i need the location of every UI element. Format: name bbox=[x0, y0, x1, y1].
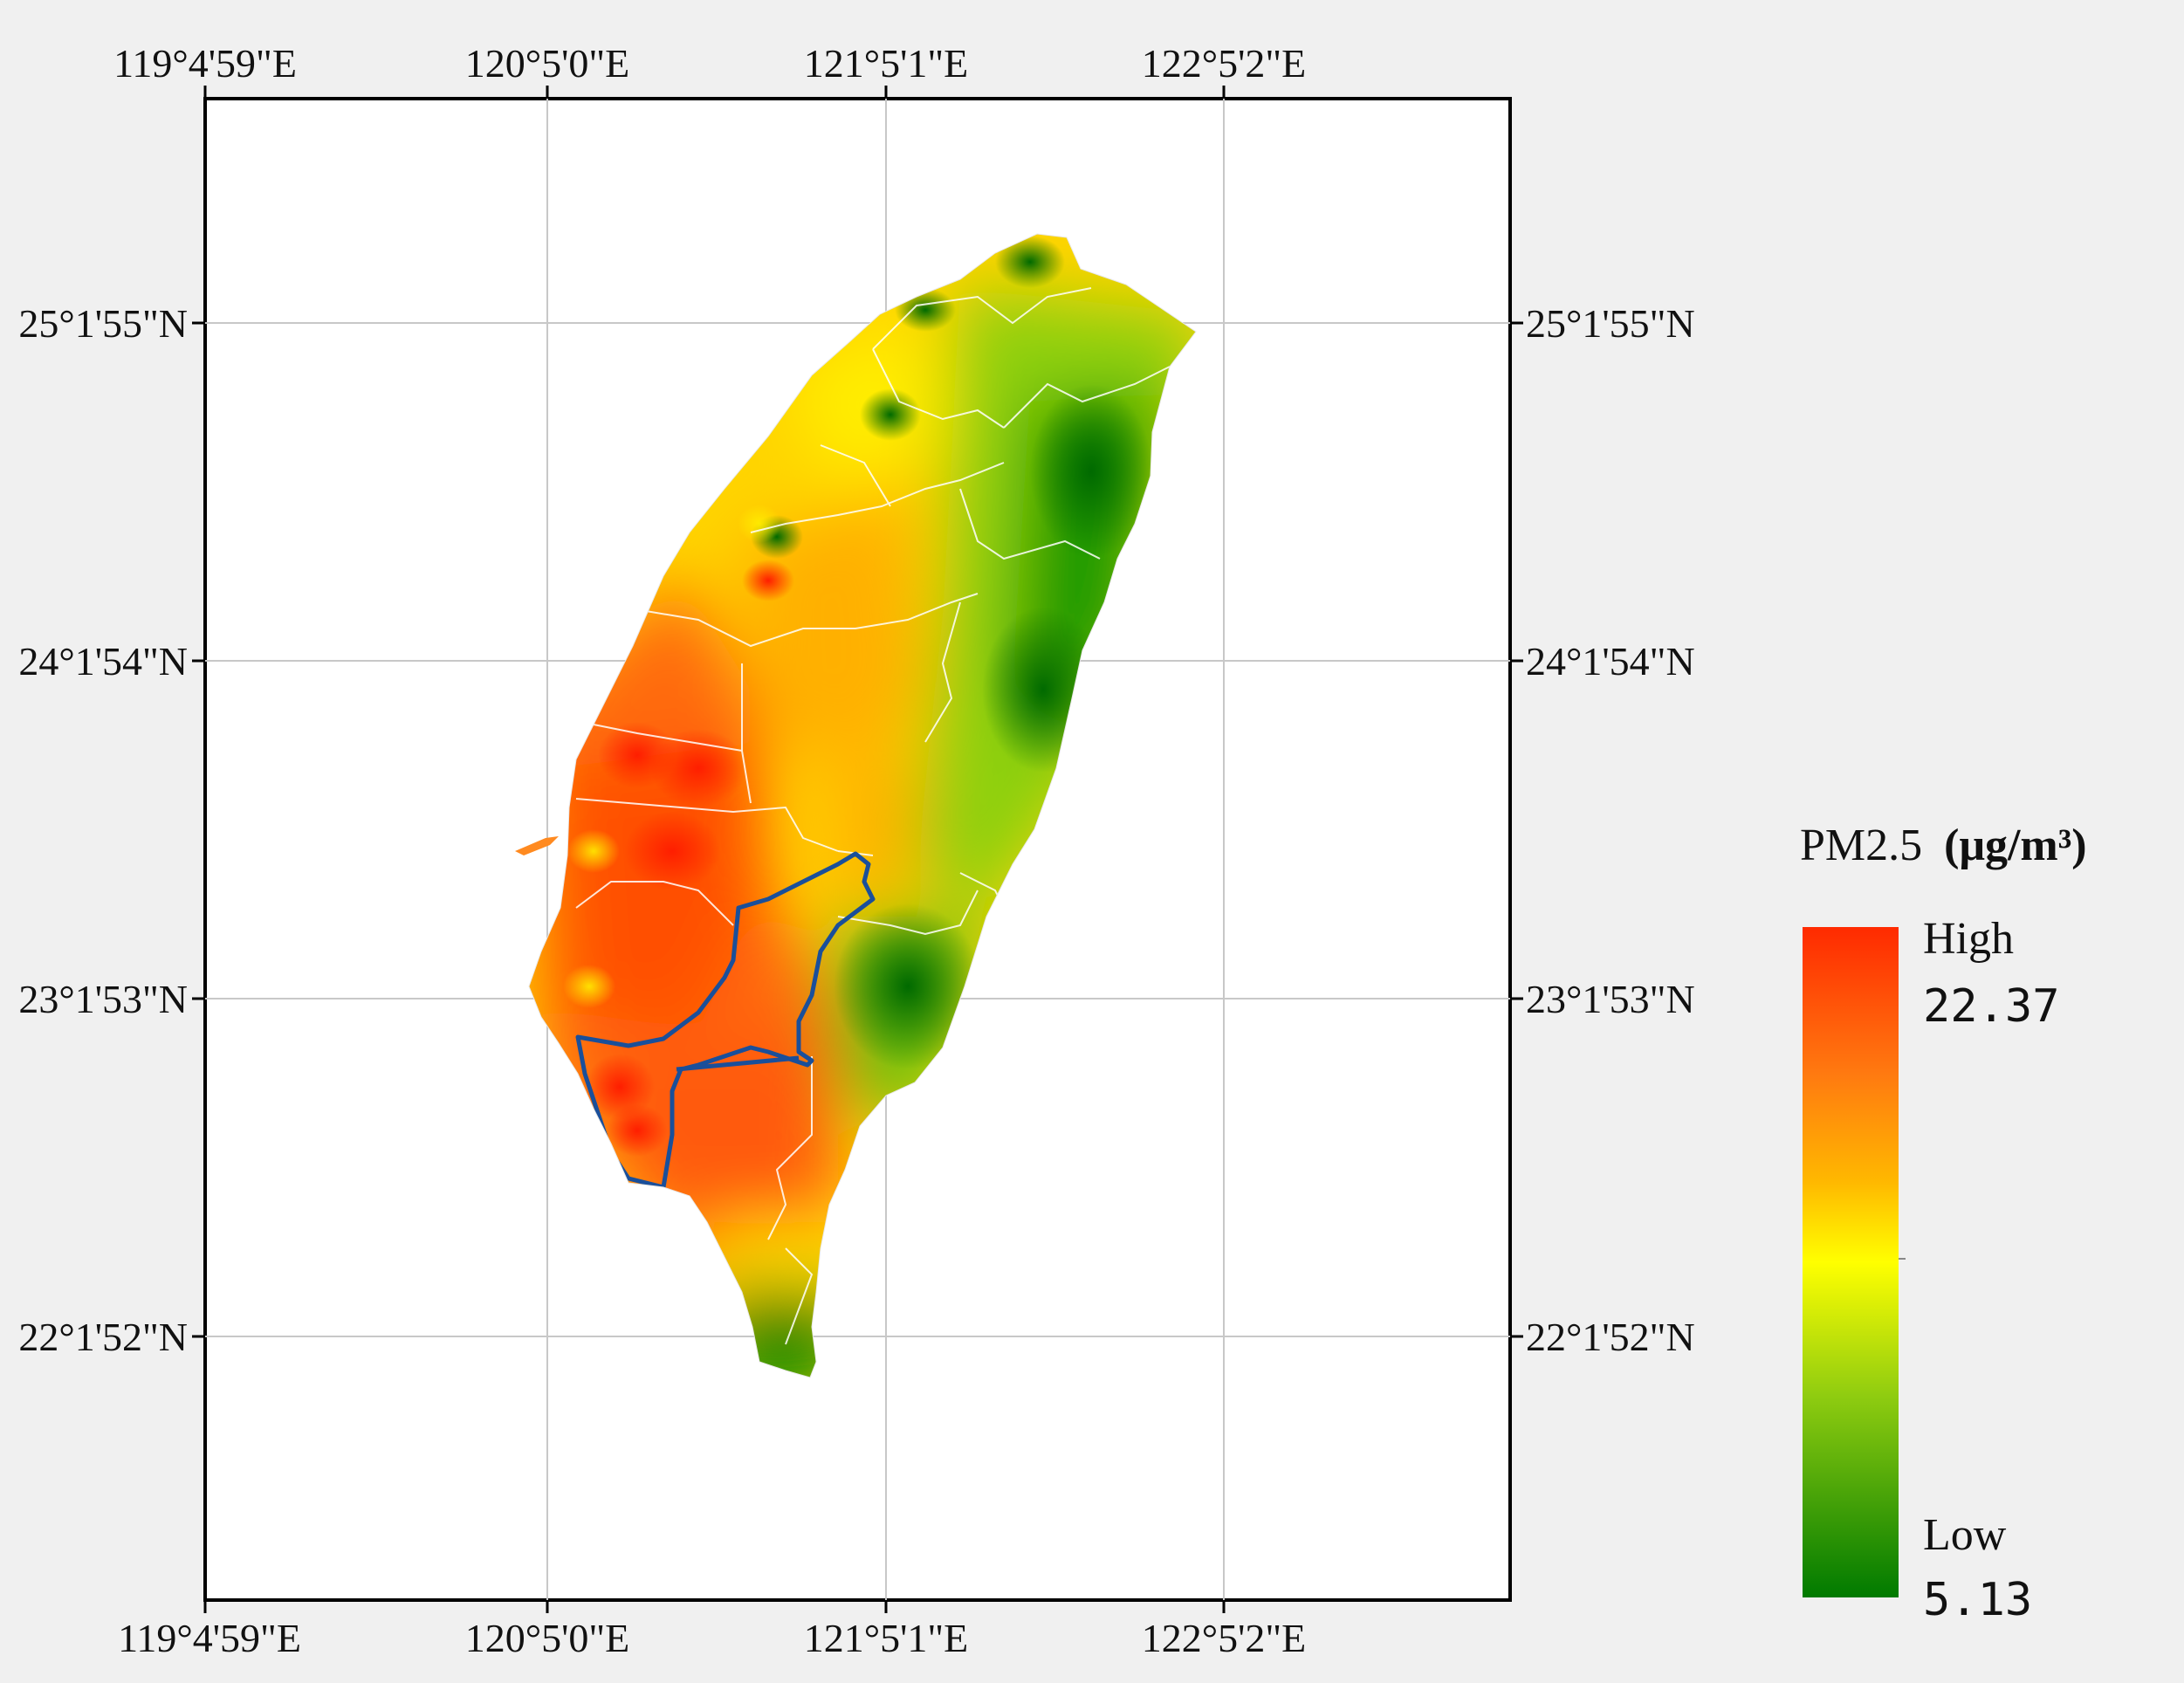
top-lon-label-1: 119°4'59"E bbox=[113, 41, 297, 86]
bottom-lon-label-3: 121°5'1"E bbox=[804, 1616, 969, 1660]
left-lat-label-2: 24°1'54"N bbox=[18, 639, 188, 684]
legend-high-label: High bbox=[1923, 914, 2014, 964]
left-lat-label-4: 22°1'52"N bbox=[18, 1315, 188, 1359]
top-lon-label-4: 122°5'2"E bbox=[1142, 41, 1307, 86]
left-lat-label-3: 23°1'53"N bbox=[18, 977, 188, 1021]
bottom-lon-label-1: 119°4'59"E bbox=[118, 1616, 301, 1660]
legend-high-value: 22.37 bbox=[1923, 980, 2060, 1033]
legend-title-unit: (μg/m³) bbox=[1944, 821, 2086, 870]
bottom-lon-label-2: 120°5'0"E bbox=[465, 1616, 630, 1660]
frame-ticks bbox=[192, 86, 1523, 1613]
left-lat-label-1: 25°1'55"N bbox=[18, 301, 188, 346]
bottom-lon-label-4: 122°5'2"E bbox=[1142, 1616, 1307, 1660]
legend: PM2.5 (μg/m³) High 22.37 Low 5.13 bbox=[1800, 821, 2087, 1626]
right-lat-label-3: 23°1'53"N bbox=[1526, 977, 1695, 1021]
legend-title: PM2.5 (μg/m³) bbox=[1800, 821, 2087, 870]
study-region-boundary bbox=[575, 851, 876, 1190]
legend-low-label: Low bbox=[1923, 1510, 2007, 1560]
legend-title-pollutant: PM2.5 bbox=[1800, 821, 1922, 870]
top-lon-label-2: 120°5'0"E bbox=[465, 41, 630, 86]
right-lat-label-2: 24°1'54"N bbox=[1526, 639, 1695, 684]
top-lon-label-3: 121°5'1"E bbox=[804, 41, 969, 86]
right-lat-label-4: 22°1'52"N bbox=[1526, 1315, 1695, 1359]
county-boundaries bbox=[575, 287, 1171, 1345]
west-islet-speck bbox=[515, 836, 559, 855]
legend-low-value: 5.13 bbox=[1923, 1574, 2032, 1626]
taiwan-outline bbox=[528, 233, 1197, 1378]
legend-color-ramp bbox=[1803, 927, 1899, 1597]
right-lat-label-1: 25°1'55"N bbox=[1526, 301, 1695, 346]
